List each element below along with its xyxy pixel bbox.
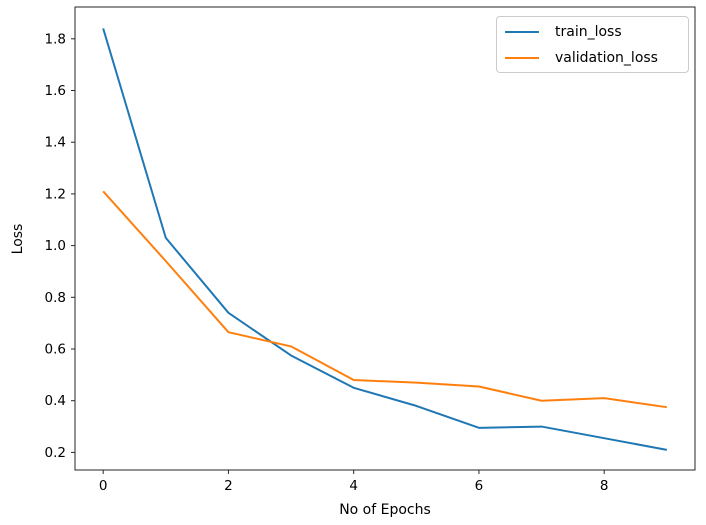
legend: train_loss validation_loss [496,16,689,73]
x-axis-label: No of Epochs [339,502,431,518]
legend-item-train-loss: train_loss [505,19,688,45]
y-tick-label: 0.8 [45,290,66,306]
plot-area-border [74,6,696,471]
legend-item-validation-loss: validation_loss [505,45,688,71]
validation-loss-legend-line-icon [505,57,539,60]
y-tick-label: 1.6 [45,83,66,99]
train-loss-legend-line-icon [505,30,539,33]
y-tick-label: 0.4 [45,393,66,409]
x-tick-label: 8 [600,478,609,494]
x-tick-label: 2 [224,478,233,494]
x-tick-label: 6 [475,478,484,494]
train-loss-legend-label: train_loss [555,23,622,40]
validation-loss-line [102,190,667,409]
y-tick-label: 1.2 [45,186,66,202]
validation-loss-legend-label: validation_loss [555,50,658,67]
x-tick-label: 4 [349,478,358,494]
y-axis-label: Loss [10,223,26,255]
x-axis-ticks: 0 2 4 6 8 [99,470,609,494]
y-tick-label: 0.6 [45,342,66,358]
x-tick-label: 0 [99,478,108,494]
y-tick-label: 0.2 [45,445,66,461]
y-tick-label: 1.8 [45,31,66,47]
train-loss-line [102,28,668,451]
y-tick-label: 1.0 [45,238,66,254]
y-axis-ticks: 0.2 0.4 0.6 0.8 1.0 1.2 1.4 1.6 1.8 [45,31,75,461]
y-tick-label: 1.4 [45,135,66,151]
